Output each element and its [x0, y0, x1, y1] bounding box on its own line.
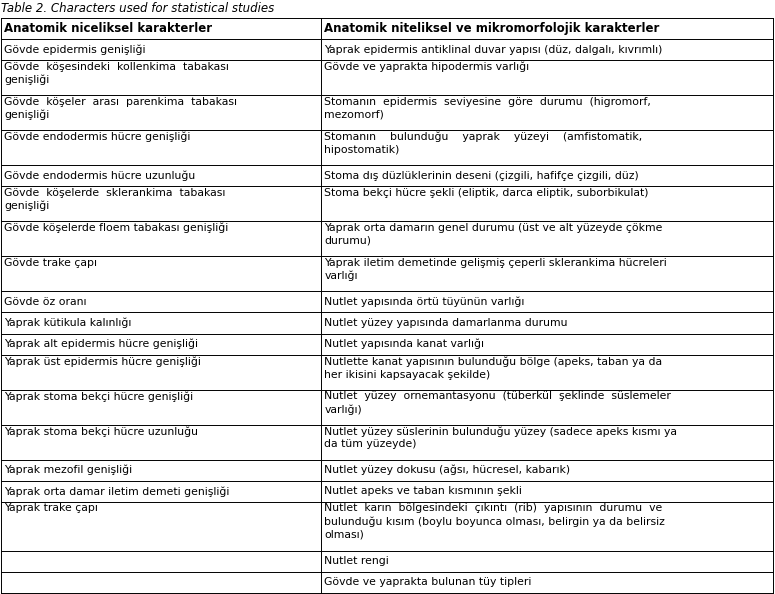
Text: Gövde öz oranı: Gövde öz oranı: [4, 297, 87, 307]
Text: Gövde ve yaprakta hipodermis varlığı: Gövde ve yaprakta hipodermis varlığı: [325, 62, 529, 72]
Text: Gövde  köşesindeki  kollenkima  tabakası
genişliği: Gövde köşesindeki kollenkima tabakası ge…: [4, 62, 229, 86]
Text: Yaprak alt epidermis hücre genişliği: Yaprak alt epidermis hücre genişliği: [4, 339, 198, 349]
Text: Stoma bekçi hücre şekli (eliptik, darca eliptik, suborbikulat): Stoma bekçi hücre şekli (eliptik, darca …: [325, 188, 649, 198]
Text: Nutlet apeks ve taban kısmının şekli: Nutlet apeks ve taban kısmının şekli: [325, 486, 522, 497]
Text: Stomanın    bulunduğu    yaprak    yüzeyi    (amfistomatik,
hipostomatik): Stomanın bulunduğu yaprak yüzeyi (amfist…: [325, 132, 642, 155]
Text: Nutlet yapısında örtü tüyünün varlığı: Nutlet yapısında örtü tüyünün varlığı: [325, 296, 525, 307]
Text: Stomanın  epidermis  seviyesine  göre  durumu  (higromorf,
mezomorf): Stomanın epidermis seviyesine göre durum…: [325, 97, 651, 119]
Text: Gövde  köşeler  arası  parenkima  tabakası
genişliği: Gövde köşeler arası parenkima tabakası g…: [4, 97, 237, 121]
Text: Yaprak orta damar iletim demeti genişliği: Yaprak orta damar iletim demeti genişliğ…: [4, 486, 229, 497]
Text: Gövde ve yaprakta bulunan tüy tipleri: Gövde ve yaprakta bulunan tüy tipleri: [325, 577, 532, 587]
Text: Gövde epidermis genişliği: Gövde epidermis genişliği: [4, 45, 146, 55]
Text: Nutlet rengi: Nutlet rengi: [325, 556, 389, 566]
Text: Yaprak stoma bekçi hücre genişliği: Yaprak stoma bekçi hücre genişliği: [4, 391, 193, 402]
Text: Yaprak kütikula kalınlığı: Yaprak kütikula kalınlığı: [4, 318, 132, 328]
Text: Anatomik niteliksel ve mikromorfolojik karakterler: Anatomik niteliksel ve mikromorfolojik k…: [325, 22, 660, 35]
Text: Table 2. Characters used for statistical studies: Table 2. Characters used for statistical…: [1, 2, 274, 15]
Text: Nutlet yapısında kanat varlığı: Nutlet yapısında kanat varlığı: [325, 339, 484, 349]
Text: Yaprak orta damarın genel durumu (üst ve alt yüzeyde çökme
durumu): Yaprak orta damarın genel durumu (üst ve…: [325, 223, 663, 245]
Text: Gövde endodermis hücre uzunluğu: Gövde endodermis hücre uzunluğu: [4, 170, 195, 181]
Text: Nutlet  yüzey  ornemantasyonu  (tüberkül  şeklinde  süslemeler
varlığı): Nutlet yüzey ornemantasyonu (tüberkül şe…: [325, 391, 671, 415]
Text: Nutlette kanat yapısının bulunduğu bölge (apeks, taban ya da
her ikisini kapsaya: Nutlette kanat yapısının bulunduğu bölge…: [325, 356, 663, 380]
Text: Nutlet yüzey süslerinin bulunduğu yüzey (sadece apeks kısmı ya
da tüm yüzeyde): Nutlet yüzey süslerinin bulunduğu yüzey …: [325, 426, 677, 450]
Text: Yaprak epidermis antiklinal duvar yapısı (düz, dalgalı, kıvrımlı): Yaprak epidermis antiklinal duvar yapısı…: [325, 45, 663, 55]
Text: Anatomik niceliksel karakterler: Anatomik niceliksel karakterler: [4, 22, 212, 35]
Text: Yaprak iletim demetinde gelişmiş çeperli sklerankima hücreleri
varlığı: Yaprak iletim demetinde gelişmiş çeperli…: [325, 258, 667, 281]
Text: Yaprak stoma bekçi hücre uzunluğu: Yaprak stoma bekçi hücre uzunluğu: [4, 426, 198, 437]
Text: Gövde  köşelerde  sklerankima  tabakası
genişliği: Gövde köşelerde sklerankima tabakası gen…: [4, 188, 226, 211]
Text: Nutlet yüzey dokusu (ağsı, hücresel, kabarık): Nutlet yüzey dokusu (ağsı, hücresel, kab…: [325, 465, 570, 475]
Text: Gövde köşelerde floem tabakası genişliği: Gövde köşelerde floem tabakası genişliği: [4, 223, 229, 233]
Text: Nutlet  karın  bölgesindeki  çıkıntı  (rib)  yapısının  durumu  ve
bulunduğu kıs: Nutlet karın bölgesindeki çıkıntı (rib) …: [325, 504, 665, 540]
Text: Yaprak mezofil genişliği: Yaprak mezofil genişliği: [4, 465, 132, 475]
Text: Yaprak üst epidermis hücre genişliği: Yaprak üst epidermis hücre genişliği: [4, 356, 201, 366]
Text: Gövde endodermis hücre genişliği: Gövde endodermis hücre genişliği: [4, 132, 191, 142]
Text: Yaprak trake çapı: Yaprak trake çapı: [4, 504, 98, 513]
Text: Gövde trake çapı: Gövde trake çapı: [4, 258, 97, 268]
Text: Nutlet yüzey yapısında damarlanma durumu: Nutlet yüzey yapısında damarlanma durumu: [325, 318, 568, 328]
Text: Stoma dış düzlüklerinin deseni (çizgili, hafifçe çizgili, düz): Stoma dış düzlüklerinin deseni (çizgili,…: [325, 171, 639, 181]
